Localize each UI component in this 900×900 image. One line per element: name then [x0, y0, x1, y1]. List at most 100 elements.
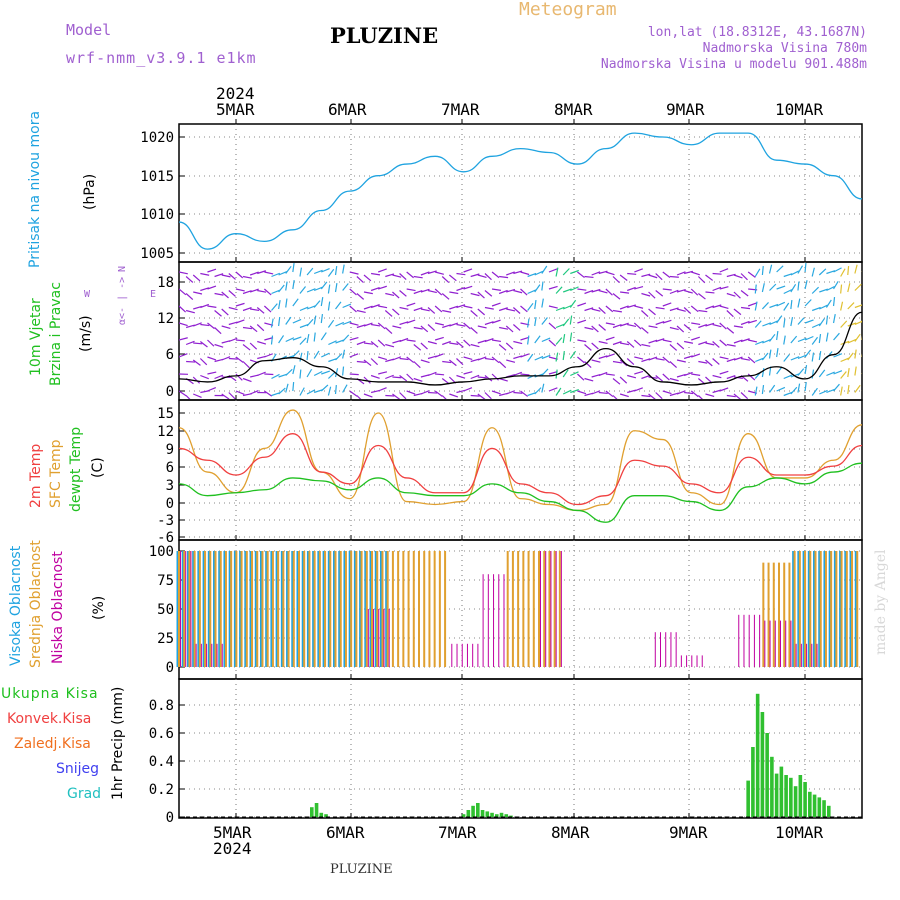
- wind-barb: [214, 374, 224, 380]
- wind-barb: [854, 384, 861, 393]
- wind-barb: [755, 340, 764, 346]
- wind-barb: [598, 324, 606, 331]
- wind-barb: [506, 359, 516, 363]
- meteogram-label: Meteogram: [519, 0, 617, 20]
- wind-barb: [349, 305, 357, 313]
- temp-2m-line: [178, 433, 863, 506]
- wind-barb: [377, 322, 386, 330]
- wind-barb: [577, 339, 587, 343]
- wind-barb: [662, 302, 672, 307]
- wind-barb: [776, 265, 784, 273]
- wind-barb: [242, 326, 253, 330]
- wind-barb: [185, 340, 195, 346]
- wind-barb: [662, 356, 671, 364]
- wind-barb: [832, 314, 836, 324]
- footer-station: PLUZINE: [330, 862, 393, 877]
- wind-barb: [257, 289, 267, 293]
- wind-barb: [847, 338, 857, 344]
- wind-barb: [669, 344, 678, 351]
- wind-barb: [505, 325, 514, 333]
- sfc-temp-line: [178, 409, 863, 512]
- wind-barb: [520, 271, 530, 276]
- wind-barb: [200, 323, 210, 327]
- wind-barb: [484, 321, 494, 326]
- wind-barb: [697, 293, 706, 300]
- wind-barb: [683, 355, 693, 360]
- wind-barb: [214, 310, 222, 317]
- wind-barb: [761, 368, 765, 378]
- wind-barb: [470, 292, 480, 297]
- wind-barb: [420, 390, 430, 395]
- wind-barb: [648, 356, 658, 361]
- wind-barb: [527, 391, 537, 397]
- wind-barb: [655, 392, 663, 399]
- wind-barb: [491, 339, 502, 343]
- wind-barb: [627, 323, 637, 328]
- wind-barb: [228, 306, 238, 311]
- wind-barb: [726, 374, 736, 380]
- wind-barb: [634, 305, 644, 309]
- wind-barb: [328, 340, 337, 346]
- wind-barb: [498, 361, 507, 369]
- wind-barb: [634, 356, 644, 360]
- wind-barb: [356, 309, 366, 314]
- wind-barb: [655, 375, 664, 382]
- wind-barb: [327, 268, 335, 277]
- wind-barb: [811, 369, 815, 379]
- precip-bar: [499, 812, 504, 817]
- wind-barb: [520, 390, 529, 397]
- wind-barb: [235, 271, 244, 279]
- y-tick-label: 18: [157, 275, 174, 291]
- wind-barb: [733, 274, 743, 279]
- wind-barb: [399, 357, 409, 361]
- wind-barb: [847, 283, 851, 293]
- pressure-line: [178, 132, 863, 250]
- wind-barb: [434, 353, 444, 358]
- wind-barb: [434, 336, 444, 341]
- wind-barb: [456, 341, 464, 348]
- wind-barb: [399, 321, 409, 326]
- wind-barb: [641, 358, 651, 363]
- wind-barb: [612, 360, 622, 364]
- wind-barb: [491, 302, 501, 307]
- wind-barb: [577, 288, 587, 291]
- wind-barb: [527, 302, 534, 311]
- wind-barb: [825, 332, 829, 342]
- precip-bar: [751, 747, 755, 817]
- wind-barb: [498, 344, 507, 351]
- wind-barb: [491, 271, 500, 279]
- wind-barb: [847, 368, 850, 378]
- y-tick-label: 0: [166, 384, 174, 400]
- wind-barb: [662, 271, 671, 278]
- wind-barb: [420, 325, 429, 333]
- wind-barb: [619, 376, 628, 384]
- wind-barb: [683, 289, 693, 294]
- wind-barb: [854, 366, 857, 376]
- wind-barb: [499, 326, 509, 330]
- wind-barb: [271, 289, 281, 295]
- wind-barb: [513, 391, 523, 394]
- wind-barb: [313, 300, 321, 308]
- wind-speed-line: [178, 311, 863, 386]
- wind-barb: [506, 390, 515, 395]
- wind-barb: [847, 322, 857, 327]
- bottom-date-6mar: 6MAR: [326, 823, 365, 842]
- wind-barb: [669, 289, 679, 295]
- wind-barb: [427, 340, 437, 345]
- wind-barb: [335, 353, 343, 361]
- wind-barb: [520, 353, 530, 358]
- wind-barb: [648, 291, 656, 299]
- wind-barb: [192, 376, 201, 384]
- precip-bar: [746, 780, 750, 817]
- wind-barb: [804, 349, 812, 358]
- wind-barb: [684, 340, 694, 344]
- wind-barb: [299, 387, 305, 396]
- wind-barb: [456, 272, 466, 276]
- wind-compass-e: E: [150, 289, 157, 300]
- wind-barb: [477, 291, 485, 299]
- wind-barb: [648, 376, 658, 379]
- wind-barb: [278, 316, 281, 327]
- wind-barb: [179, 353, 188, 358]
- wind-barb: [747, 271, 756, 278]
- y-tick-label: 9: [166, 442, 174, 458]
